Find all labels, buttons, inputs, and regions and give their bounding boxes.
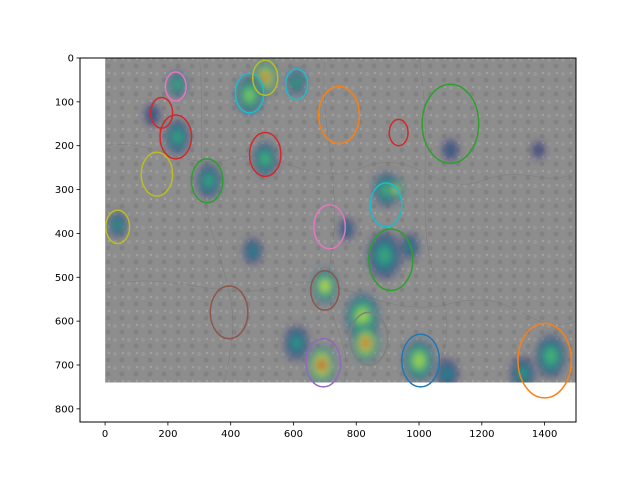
x-tick-label: 400 [221, 429, 240, 440]
heat-blob [235, 75, 264, 116]
y-tick-label: 500 [55, 273, 74, 284]
circle-marker [388, 118, 409, 147]
heat-blob [510, 356, 536, 383]
circle-marker [164, 71, 187, 102]
circle-marker [421, 83, 480, 165]
circle-marker [104, 209, 131, 245]
y-tick-label: 700 [55, 360, 74, 371]
circle-marker [248, 131, 282, 178]
heat-blob [307, 345, 336, 383]
x-tick-label: 1200 [469, 429, 494, 440]
circle-marker [140, 151, 174, 197]
map-background-image [105, 58, 576, 383]
heat-blob [535, 334, 567, 379]
circle-marker [313, 204, 347, 250]
heat-blob [287, 68, 307, 96]
y-tick-label: 200 [55, 141, 74, 152]
circle-marker [368, 228, 414, 292]
circle-marker [284, 68, 309, 101]
circle-marker [209, 285, 249, 340]
heat-blob [312, 268, 338, 304]
heat-blob [403, 338, 435, 383]
circle-marker [349, 311, 389, 366]
x-tick-label: 600 [284, 429, 303, 440]
y-tick-label: 0 [68, 54, 74, 65]
heat-blob [351, 323, 380, 363]
x-tick-label: 200 [158, 429, 177, 440]
circle-marker [251, 59, 279, 97]
circle-marker [309, 269, 340, 311]
x-tick-label: 800 [347, 429, 366, 440]
heat-blob [532, 141, 545, 159]
circle-marker [517, 322, 573, 399]
heat-blob [367, 231, 402, 280]
x-axis: 0 200 400 600 800 1000 1200 1400 [102, 422, 557, 440]
heat-blob [442, 139, 459, 162]
heat-blob [167, 71, 187, 98]
circle-marker [190, 158, 224, 204]
heat-blob [436, 358, 459, 383]
x-tick-label: 1400 [532, 429, 557, 440]
circle-markers [104, 59, 573, 399]
map-border-line [105, 280, 576, 325]
y-tick-label: 100 [55, 97, 74, 108]
heat-blob [284, 325, 310, 361]
axes-frame [79, 57, 577, 423]
circle-marker [369, 182, 403, 228]
map-terrain [105, 58, 576, 383]
heat-blob [252, 141, 278, 177]
x-tick-label: 1000 [406, 429, 431, 440]
map-border-line [105, 144, 576, 185]
circle-marker [159, 114, 193, 160]
map-border-line [199, 58, 233, 383]
circle-marker [401, 333, 441, 388]
map-border-line [323, 58, 347, 383]
heat-blob [164, 119, 190, 155]
heat-blob [196, 163, 222, 199]
heat-blob [144, 104, 161, 126]
heat-blob [338, 218, 355, 240]
heat-blob [108, 211, 128, 238]
y-axis: 0 100 200 300 400 500 600 700 800 [55, 54, 80, 415]
y-tick-label: 800 [55, 404, 74, 415]
y-tick-label: 300 [55, 185, 74, 196]
circle-marker [234, 72, 265, 114]
circle-marker [305, 337, 342, 388]
circle-marker [317, 85, 361, 145]
y-tick-label: 400 [55, 229, 74, 240]
x-tick-label: 0 [102, 429, 108, 440]
y-tick-label: 600 [55, 317, 74, 328]
precipitation-heatmap [108, 60, 567, 383]
heat-blob [400, 233, 420, 260]
heat-blob [243, 237, 263, 265]
